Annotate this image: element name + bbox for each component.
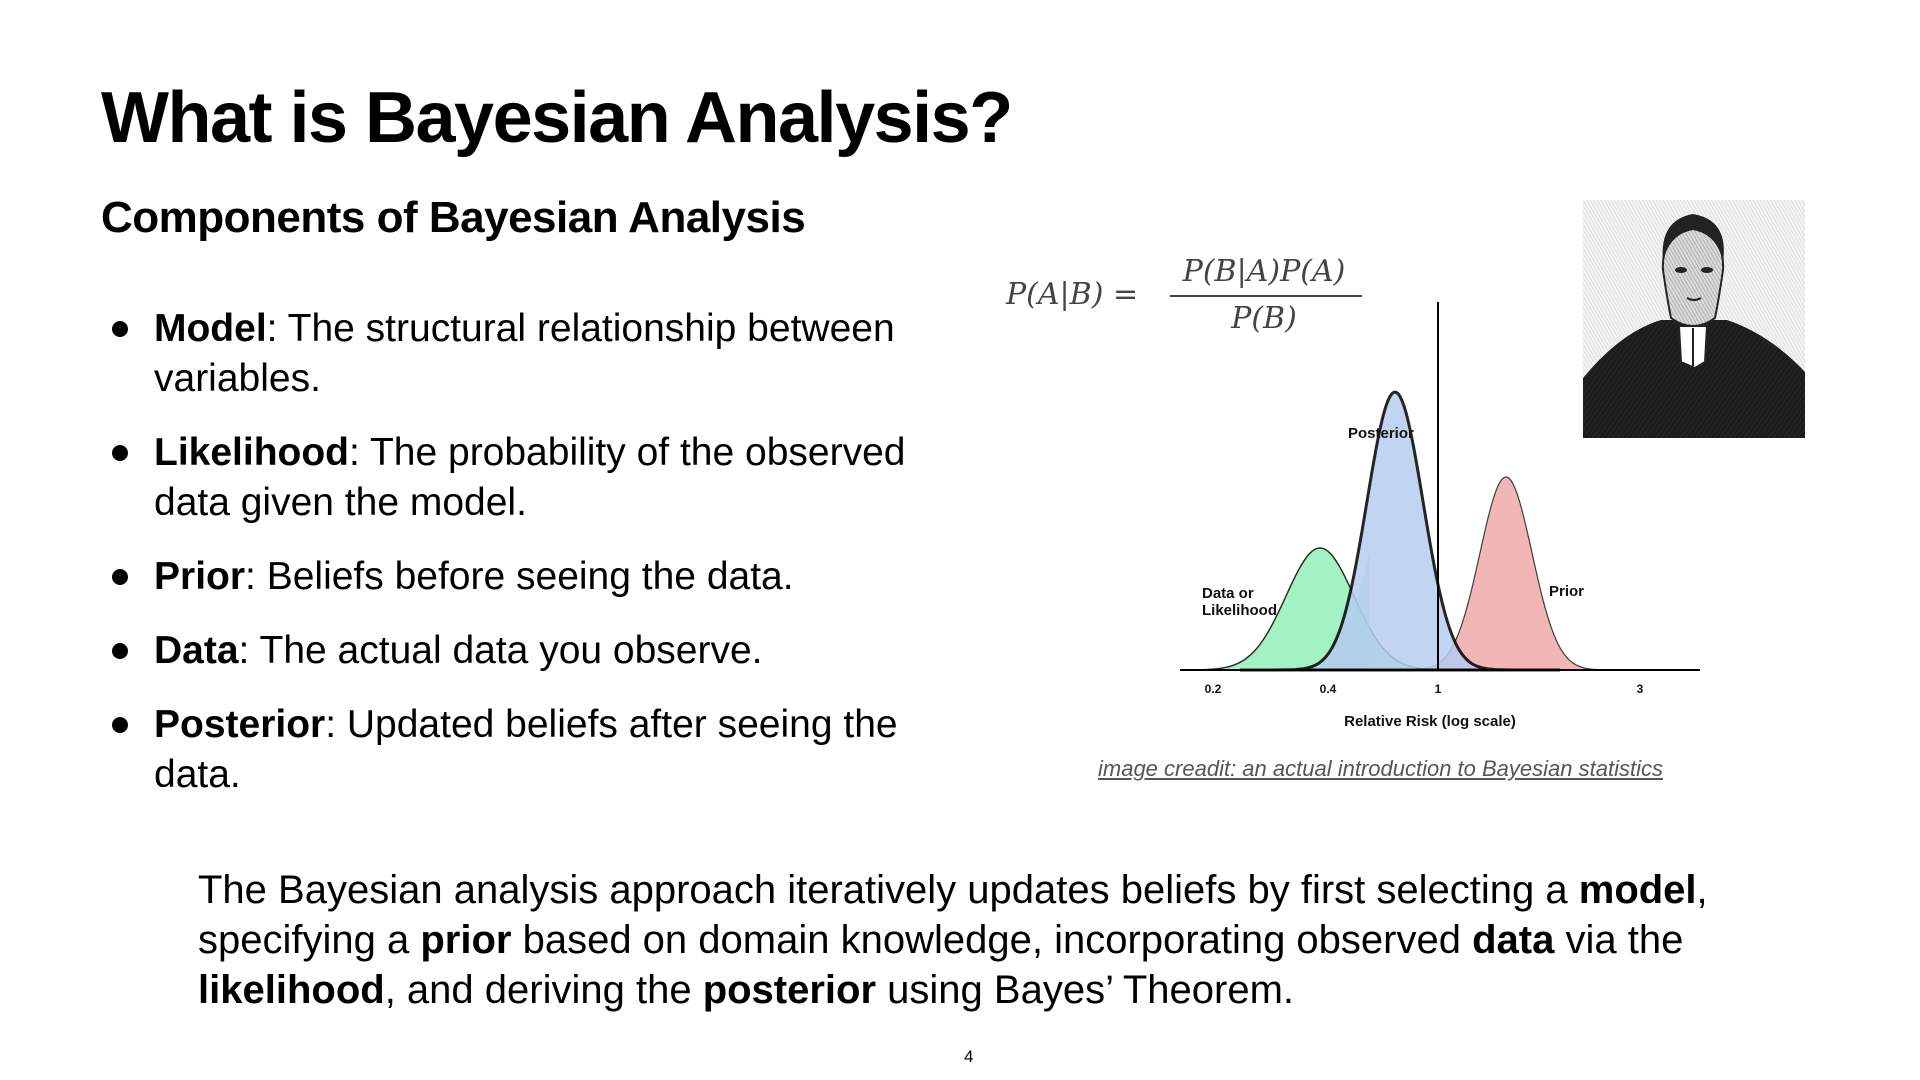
list-item-prior: Prior: Beliefs before seeing the data. <box>108 552 938 602</box>
definition-prior: : Beliefs before seeing the data. <box>245 555 794 598</box>
prior-label: Prior <box>1549 583 1584 600</box>
term-likelihood: Likelihood <box>154 431 349 474</box>
definition-model: : The structural relationship between va… <box>154 307 895 400</box>
bullet-icon <box>112 321 128 337</box>
summary-bold-data: data <box>1472 918 1555 962</box>
summary-bold-posterior: posterior <box>702 968 877 1012</box>
bayes-formula: P(A|B) = P(B|A)P(A) P(B) <box>1005 254 1362 336</box>
bullet-icon <box>112 445 128 461</box>
posterior-label: Posterior <box>1348 425 1414 442</box>
definition-data: : The actual data you observe. <box>238 629 763 672</box>
slide-subtitle: Components of Bayesian Analysis <box>101 193 806 242</box>
term-model: Model <box>154 307 267 350</box>
list-item-posterior: Posterior: Updated beliefs after seeing … <box>108 700 938 800</box>
bullet-icon <box>112 569 128 585</box>
likelihood-label-line2: Likelihood <box>1202 602 1277 619</box>
likelihood-label-line1: Data or <box>1202 585 1254 602</box>
summary-bold-likelihood: likelihood <box>198 968 385 1012</box>
x-tick-label: 3 <box>1637 682 1644 696</box>
x-tick-label: 1 <box>1435 682 1442 696</box>
page-number: 4 <box>964 1047 974 1066</box>
term-posterior: Posterior <box>154 703 326 746</box>
x-tick-label: 0.4 <box>1320 682 1337 696</box>
summary-text: using Bayes’ Theorem. <box>876 968 1295 1012</box>
summary-text: via the <box>1554 918 1684 962</box>
term-prior: Prior <box>154 555 246 598</box>
summary-text: The Bayesian analysis approach iterative… <box>198 868 1579 912</box>
summary-bold-prior: prior <box>420 918 512 962</box>
definition-posterior: : Updated beliefs after seeing the data. <box>154 703 898 796</box>
formula-denominator: P(B) <box>1230 301 1297 336</box>
summary-text: , specifying a <box>198 868 1708 962</box>
definition-likelihood: : The probability of the observed data g… <box>154 431 906 524</box>
list-item-likelihood: Likelihood: The probability of the obser… <box>108 428 938 528</box>
x-axis-title: Relative Risk (log scale) <box>1344 713 1516 730</box>
list-item-model: Model: The structural relationship betwe… <box>108 304 938 404</box>
bullet-icon <box>112 717 128 733</box>
slide-title: What is Bayesian Analysis? <box>101 78 1013 158</box>
summary-text: , and deriving the <box>384 968 703 1012</box>
summary-paragraph: The Bayesian analysis approach iterative… <box>198 865 1798 1015</box>
image-credit-link[interactable]: image creadit: an actual introduction to… <box>1098 756 1663 781</box>
formula-lhs: P(A|B) = <box>1005 277 1138 312</box>
summary-bold-model: model <box>1578 868 1697 912</box>
list-item-data: Data: The actual data you observe. <box>108 626 938 676</box>
components-list: Model: The structural relationship betwe… <box>108 304 938 824</box>
bullet-icon <box>112 643 128 659</box>
bayes-distributions-chart: Posterior Data or Likelihood Prior 0.2 0… <box>1180 302 1700 730</box>
summary-text: based on domain knowledge, incorporating… <box>511 918 1473 962</box>
formula-numerator: P(B|A)P(A) <box>1182 254 1346 289</box>
term-data: Data <box>154 629 239 672</box>
x-tick-label: 0.2 <box>1205 682 1222 696</box>
bayes-portrait-image <box>1583 200 1805 438</box>
